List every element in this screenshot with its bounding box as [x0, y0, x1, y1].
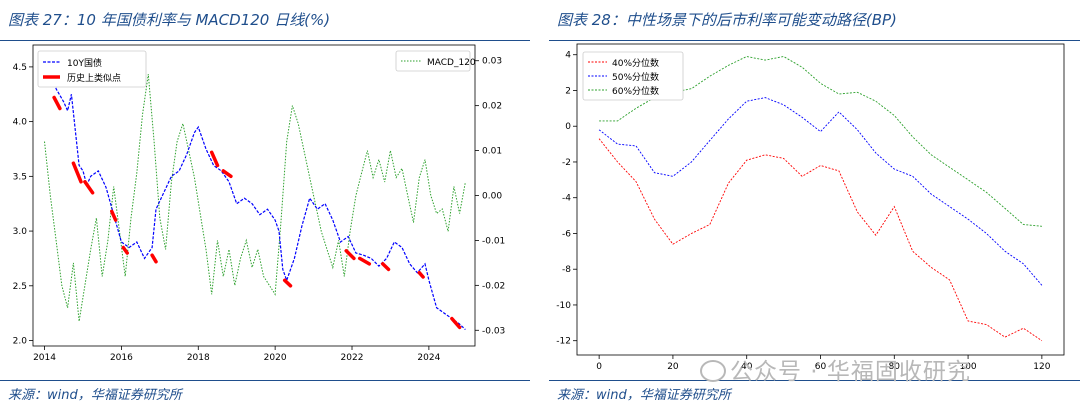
- similar-point-marker: [450, 316, 462, 330]
- y-tick-label: -12: [556, 337, 571, 347]
- legend-label-p60: 60%分位数: [612, 85, 659, 97]
- y-tick-label: 3.0: [13, 227, 28, 237]
- rate-path-chart: 0 20 40 60 80 100 120420-2-4-6-8-10-1240%分位数50…: [556, 43, 1065, 372]
- similar-point-marker: [71, 161, 83, 184]
- title-rule: [549, 40, 1080, 41]
- figure-title: 图表 28：中性场景下的后市利率可能变动路径(BP): [557, 11, 897, 29]
- x-tick-label: 2020: [264, 353, 287, 363]
- legend-label-p40: 40%分位数: [612, 57, 659, 69]
- y-tick-label: 4.5: [13, 63, 27, 73]
- similar-point-marker: [110, 209, 118, 222]
- y-tick-label: 4: [565, 51, 571, 61]
- figure-title: 图表 27：10 年国债利率与 MACD120 日线(%): [8, 11, 331, 29]
- y-tick-label: 2.0: [13, 337, 28, 347]
- similar-point-marker: [344, 249, 356, 261]
- y-tick-label: -2: [562, 158, 571, 168]
- similar-point-marker: [357, 256, 372, 266]
- similar-point-marker: [83, 180, 95, 195]
- y2-tick-label: 0.00: [482, 192, 502, 202]
- y-tick-label: 4.0: [13, 118, 28, 128]
- similar-point-marker: [121, 245, 129, 255]
- x-tick-label: 20: [667, 362, 679, 372]
- similar-point-marker: [150, 253, 158, 264]
- y-tick-label: 2: [565, 86, 571, 96]
- figure-panel-27: 图表 27：10 年国债利率与 MACD120 日线(%) 2014 2016 20…: [0, 0, 530, 411]
- y2-tick-label: 0.02: [482, 102, 502, 112]
- similar-point-marker: [282, 278, 293, 288]
- x-tick-label: 0: [596, 362, 602, 372]
- watermark-text: 公众号 · 华福固收研究: [730, 359, 971, 385]
- series-line-macd: [44, 74, 466, 322]
- x-tick-label: 80: [889, 362, 901, 372]
- yield-macd-chart: 2014 2016 2018 2020 2022 2024 2.0 2.5 3.0 3.5 4.0 4…: [13, 44, 505, 363]
- y-tick-label: -4: [562, 194, 571, 204]
- y-tick-label: 3.5: [13, 172, 27, 182]
- legend-label-macd: MACD_120: [427, 58, 476, 68]
- legend-box: [37, 50, 147, 88]
- source-note: 来源：wind，华福证券研究所: [8, 388, 182, 403]
- similar-point-marker: [52, 95, 62, 111]
- plot-frame: [32, 44, 476, 347]
- legend-right: MACD_120: [395, 50, 476, 72]
- watermark: 公众号 · 华福固收研究: [700, 352, 971, 386]
- x-tick-label: 60: [815, 362, 827, 372]
- legend-box: [395, 50, 471, 72]
- x-tick-label: 120: [1033, 362, 1050, 372]
- similar-point-marker: [381, 262, 391, 272]
- series-line-p50: [598, 97, 1043, 286]
- series-line-yield: [43, 53, 466, 331]
- series-line-p40: [598, 138, 1043, 342]
- y-tick-label: -10: [556, 301, 571, 311]
- legend: 40%分位数 50%分位数 60%分位数: [582, 51, 684, 101]
- source-rule: [0, 380, 530, 381]
- y2-tick-label: 0.01: [482, 147, 502, 157]
- x-tick-label: 100: [959, 362, 976, 372]
- source-rule: [549, 380, 1080, 381]
- y2-tick-label: -0.01: [482, 236, 505, 246]
- x-tick-label: 2014: [33, 353, 56, 363]
- similar-point-marker: [221, 169, 233, 179]
- y2-tick-label: -0.02: [482, 281, 505, 291]
- figure-panel-28: 图表 28：中性场景下的后市利率可能变动路径(BP) 0 20 40 60 80 100 1…: [549, 0, 1080, 411]
- y2-tick-label: -0.03: [482, 326, 505, 336]
- x-tick-label: 2016: [110, 353, 133, 363]
- legend-label-yield: 10Y国债: [67, 57, 102, 69]
- x-tick-label: 40: [741, 362, 753, 372]
- y-tick-label: -6: [562, 229, 571, 239]
- x-tick-label: 2018: [187, 353, 210, 363]
- similar-point-marker: [417, 270, 425, 279]
- legend-box: [582, 51, 684, 101]
- y2-tick-label: 0.03: [482, 57, 502, 67]
- title-rule: [0, 40, 530, 41]
- wechat-icon: [700, 360, 726, 382]
- y-tick-label: 0: [565, 122, 571, 132]
- y-tick-label: 2.5: [13, 282, 27, 292]
- source-note: 来源：wind，华福证券研究所: [557, 388, 731, 403]
- x-tick-label: 2022: [341, 353, 364, 363]
- legend-label-p50: 50%分位数: [612, 71, 659, 83]
- x-tick-label: 2024: [417, 353, 440, 363]
- y-tick-label: -8: [562, 265, 571, 275]
- similar-point-marker: [209, 150, 220, 168]
- legend-label-similar: 历史上类似点: [67, 72, 121, 84]
